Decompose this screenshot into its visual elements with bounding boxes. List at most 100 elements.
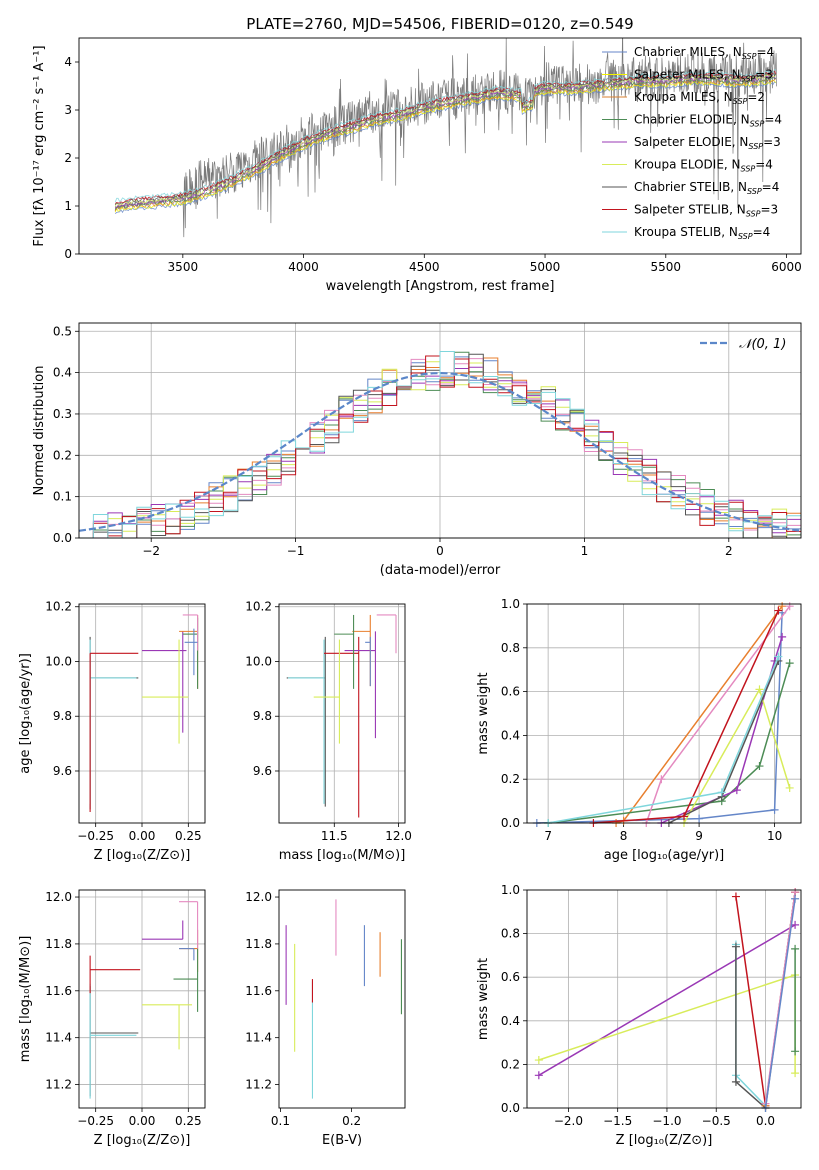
x-tick-label: −2 <box>142 544 160 558</box>
weight-marker <box>534 1056 543 1065</box>
mass-vs-Z-panel: −0.25 0.00 0.25 11.2 11.4 11.6 11.8 12.0 Z [log₁… <box>18 889 206 1148</box>
age-vs-Z-panel: −0.25 0.00 0.25 9.6 9.8 10.0 10.2 Z [log₁₀(Z/Z⊙… <box>18 600 206 863</box>
x-tick-label: 5500 <box>651 260 682 274</box>
x-tick-label: −1.0 <box>652 1114 681 1128</box>
x-axis-label: wavelength [Angstrom, rest frame] <box>326 279 555 294</box>
age-vs-mass-panel: 11.5 12.0 9.6 9.8 10.0 10.2 mass [log₁₀(M/M⊙)] <box>245 600 412 863</box>
x-tick-label: 0.0 <box>756 1114 775 1128</box>
y-tick-label: 2 <box>64 151 72 165</box>
y-tick-label: 0.6 <box>501 685 520 699</box>
weight-marker <box>731 892 740 901</box>
y-tick-label: 0.2 <box>501 1057 520 1071</box>
x-tick-label: 0.00 <box>129 829 156 843</box>
y-tick-label: 1.0 <box>501 883 520 897</box>
y-tick-label: 11.8 <box>245 937 272 951</box>
y-tick-label: 0.8 <box>501 641 520 655</box>
y-tick-label: 1.0 <box>501 597 520 611</box>
y-tick-label: 10.0 <box>245 654 272 668</box>
x-tick-label: 0.25 <box>175 829 202 843</box>
y-tick-label: 10.2 <box>245 600 272 614</box>
weight-line <box>661 636 783 824</box>
weight-line <box>593 610 780 824</box>
weight-marker <box>680 812 689 821</box>
model-spectrum-line <box>114 69 776 203</box>
x-tick-label: 11.5 <box>321 829 348 843</box>
axes-frame <box>78 37 802 255</box>
x-tick-label: 8 <box>620 829 628 843</box>
y-tick-label: 11.4 <box>45 1031 72 1045</box>
x-axis-label: E(B-V) <box>322 1133 362 1148</box>
weight-marker <box>791 894 800 903</box>
weight-marker <box>717 788 726 797</box>
legend-entry: Salpeter MILES, NSSP=3 <box>634 68 773 84</box>
weight-line <box>645 605 791 824</box>
weight-marker <box>731 942 740 951</box>
weight-marker <box>785 783 794 792</box>
weight-marker <box>731 1077 740 1086</box>
y-axis-label: mass weight <box>476 672 491 754</box>
model-spectrum-line <box>114 77 777 211</box>
x-axis-label: Z [log₁₀(Z/Z⊙)] <box>94 848 191 863</box>
x-tick-label: 7 <box>544 829 552 843</box>
y-axis-label: mass weight <box>476 958 491 1040</box>
y-tick-label: 11.6 <box>245 984 272 998</box>
mass-vs-EBV-panel: 0.1 0.2 11.2 11.4 11.6 11.8 12.0 E(B-V) <box>245 889 406 1148</box>
y-tick-label: 0.3 <box>53 407 72 421</box>
y-tick-label: 0.5 <box>53 324 72 338</box>
x-axis-label: mass [log₁₀(M/M⊙)] <box>279 848 406 863</box>
x-tick-label: 0.1 <box>271 1114 290 1128</box>
x-tick-label: 0.25 <box>175 1114 202 1128</box>
axes-frame <box>278 889 406 1109</box>
y-tick-label: 9.8 <box>253 709 272 723</box>
x-axis-label: Z [log₁₀(Z/Z⊙)] <box>94 1133 191 1148</box>
x-tick-label: 1 <box>581 544 589 558</box>
weight-marker <box>785 659 794 668</box>
legend-entry: Kroupa ELODIE, NSSP=4 <box>634 158 773 174</box>
y-tick-label: 0.0 <box>501 816 520 830</box>
axes-frame <box>78 322 802 539</box>
y-tick-label: 12.0 <box>245 890 272 904</box>
y-tick-label: 0.4 <box>501 728 520 742</box>
y-axis-label: mass [log₁₀(M/M⊙)] <box>18 936 33 1063</box>
weight-marker <box>791 944 800 953</box>
y-tick-label: 9.6 <box>253 764 272 778</box>
x-tick-label: 9 <box>695 829 703 843</box>
x-tick-label: −2.0 <box>554 1114 583 1128</box>
x-tick-label: −1.5 <box>603 1114 632 1128</box>
x-tick-label: 4000 <box>288 260 319 274</box>
axes-frame <box>78 889 206 1109</box>
x-tick-label: 12.0 <box>385 829 412 843</box>
axes-frame <box>78 603 206 824</box>
x-axis-label: (data-model)/error <box>380 563 501 578</box>
weight-vs-age-panel: 7 8 9 10 0.0 0.2 0.4 0.6 0.8 1.0 age [log₁₀(age/yr… <box>476 597 802 863</box>
weight-marker <box>770 805 779 814</box>
x-tick-label: 0.2 <box>342 1114 361 1128</box>
y-tick-label: 10.2 <box>45 600 72 614</box>
y-tick-label: 9.8 <box>53 709 72 723</box>
y-tick-label: 11.6 <box>45 984 72 998</box>
y-tick-label: 0.1 <box>53 490 72 504</box>
model-spectrum-line <box>114 74 777 207</box>
y-tick-label: 3 <box>64 103 72 117</box>
y-tick-label: 11.8 <box>45 937 72 951</box>
y-tick-label: 0.2 <box>501 772 520 786</box>
x-tick-label: 4500 <box>409 260 440 274</box>
x-tick-label: 5000 <box>530 260 561 274</box>
y-tick-label: 4 <box>64 55 72 69</box>
weight-line <box>538 924 796 1076</box>
legend-entry: Chabrier STELIB, NSSP=4 <box>634 180 779 196</box>
x-tick-label: 10 <box>767 829 782 843</box>
x-tick-label: 0.00 <box>129 1114 156 1128</box>
x-tick-label: 6000 <box>771 260 802 274</box>
y-tick-label: 0 <box>64 247 72 261</box>
x-tick-label: 0 <box>436 544 444 558</box>
weight-marker <box>774 652 783 661</box>
weight-marker <box>534 1071 543 1080</box>
y-tick-label: 1 <box>64 199 72 213</box>
weight-marker <box>785 602 794 611</box>
y-axis-label: Normed distribution <box>32 366 47 496</box>
gaussian-curve <box>78 371 802 532</box>
x-tick-label: 3500 <box>168 260 199 274</box>
y-tick-label: 0.2 <box>53 448 72 462</box>
